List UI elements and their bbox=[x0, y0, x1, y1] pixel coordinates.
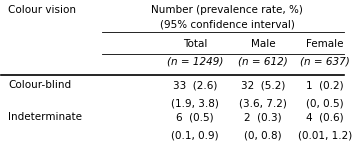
Text: 1  (0.2): 1 (0.2) bbox=[306, 81, 344, 91]
Text: Colour-blind: Colour-blind bbox=[8, 81, 71, 91]
Text: 4  (0.6): 4 (0.6) bbox=[306, 112, 344, 122]
Text: (0, 0.5): (0, 0.5) bbox=[306, 98, 344, 108]
Text: (0, 0.8): (0, 0.8) bbox=[245, 130, 282, 140]
Text: Indeterminate: Indeterminate bbox=[8, 112, 82, 122]
Text: (0.01, 1.2): (0.01, 1.2) bbox=[298, 130, 352, 140]
Text: (n = 612): (n = 612) bbox=[238, 57, 288, 67]
Text: Total: Total bbox=[183, 38, 207, 49]
Text: 32  (5.2): 32 (5.2) bbox=[241, 81, 286, 91]
Text: Male: Male bbox=[251, 38, 276, 49]
Text: Number (prevalence rate, %): Number (prevalence rate, %) bbox=[151, 5, 303, 15]
Text: 2  (0.3): 2 (0.3) bbox=[245, 112, 282, 122]
Text: 33  (2.6): 33 (2.6) bbox=[172, 81, 217, 91]
Text: (0.1, 0.9): (0.1, 0.9) bbox=[171, 130, 218, 140]
Text: (1.9, 3.8): (1.9, 3.8) bbox=[171, 98, 219, 108]
Text: Female: Female bbox=[306, 38, 344, 49]
Text: (95% confidence interval): (95% confidence interval) bbox=[160, 19, 295, 29]
Text: (3.6, 7.2): (3.6, 7.2) bbox=[239, 98, 287, 108]
Text: (n = 637): (n = 637) bbox=[300, 57, 350, 67]
Text: Colour vision: Colour vision bbox=[8, 5, 76, 15]
Text: (n = 1249): (n = 1249) bbox=[167, 57, 223, 67]
Text: 6  (0.5): 6 (0.5) bbox=[176, 112, 213, 122]
